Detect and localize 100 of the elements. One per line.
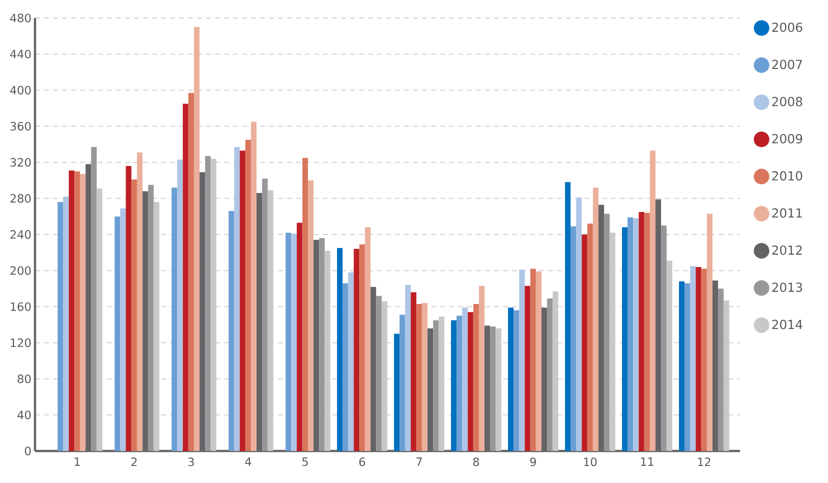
bar [405,285,411,451]
bar [490,326,496,451]
bar [519,270,525,451]
bar [514,310,520,451]
bar [416,304,422,451]
bar [394,334,400,451]
y-tick-label: 240 [10,230,31,239]
bar [114,216,120,451]
bar [638,212,644,451]
legend-label: 2011 [772,208,802,218]
bar [250,122,257,451]
x-tick-label: 7 [416,458,422,466]
legend-label: 2014 [772,320,802,330]
bar [701,268,707,451]
bar [628,217,634,451]
legend-label: 2006 [772,22,802,32]
x-tick-label: 4 [245,458,252,466]
bar [359,244,365,451]
x-tick-label: 2 [131,458,137,466]
bar [433,320,439,451]
bar [302,158,308,451]
bar [194,27,200,451]
bar [450,320,457,451]
bar [337,248,343,451]
bar [666,260,672,451]
bar [650,150,656,451]
bar [622,227,628,451]
x-tick-label: 9 [530,458,536,466]
bar [706,214,712,451]
bar [678,281,685,451]
bar [63,196,69,451]
bar [131,179,137,451]
bar [410,292,416,451]
y-tick-label: 0 [24,446,31,456]
bar [205,156,211,451]
bar [291,234,297,451]
bar [308,180,314,451]
bar [177,160,183,451]
bar [478,286,485,451]
legend-label: 2009 [772,134,802,144]
bar [364,227,371,451]
bar [126,166,132,451]
bar [684,283,690,451]
bar [576,198,582,451]
legend-label: 2010 [772,171,802,181]
x-tick-label: 3 [188,458,194,466]
bar [58,202,64,451]
bar [473,304,479,451]
x-tick-label: 12 [698,458,710,466]
bar [148,184,154,451]
y-tick-label: 120 [10,338,31,348]
bar [172,188,178,451]
bar [592,188,598,451]
y-tick-label: 320 [10,158,31,167]
bar [234,146,240,451]
bar [91,146,97,451]
y-tick-label: 40 [17,410,31,420]
bar [582,234,588,451]
x-tick-label: 11 [641,458,654,466]
x-tick-label: 8 [473,458,479,466]
legend-label: 2007 [772,60,802,70]
bar [564,182,571,451]
bar [136,152,143,451]
bar [456,316,462,451]
bar [530,268,536,451]
bar [690,266,696,451]
y-tick-label: 480 [10,14,31,22]
bar [376,296,382,451]
y-tick-label: 160 [10,302,31,311]
legend-label: 2012 [772,245,802,255]
bar [319,238,325,451]
bar [644,212,650,451]
bar [342,283,348,451]
bar [240,150,246,451]
bar [536,271,542,451]
bar [296,222,302,451]
bar [348,272,354,451]
y-tick-label: 440 [10,50,31,58]
legend-label: 2008 [772,96,802,106]
bar [286,232,292,451]
bar [188,92,194,451]
y-tick-label: 200 [10,266,31,275]
x-tick-label: 5 [302,458,308,466]
bar [68,170,74,451]
bar [633,218,639,451]
bar [422,303,428,451]
bar [604,214,610,451]
x-tick-label: 6 [359,458,366,466]
bar [120,208,126,451]
y-tick-label: 80 [18,374,31,384]
y-tick-label: 280 [10,194,31,203]
bar [508,308,514,451]
bar [245,140,251,451]
bar [228,211,234,451]
bar [80,174,86,451]
bar [468,312,474,451]
bar [587,224,593,451]
x-tick-label: 10 [584,458,597,466]
bar [661,225,667,451]
y-tick-label: 400 [10,86,31,94]
